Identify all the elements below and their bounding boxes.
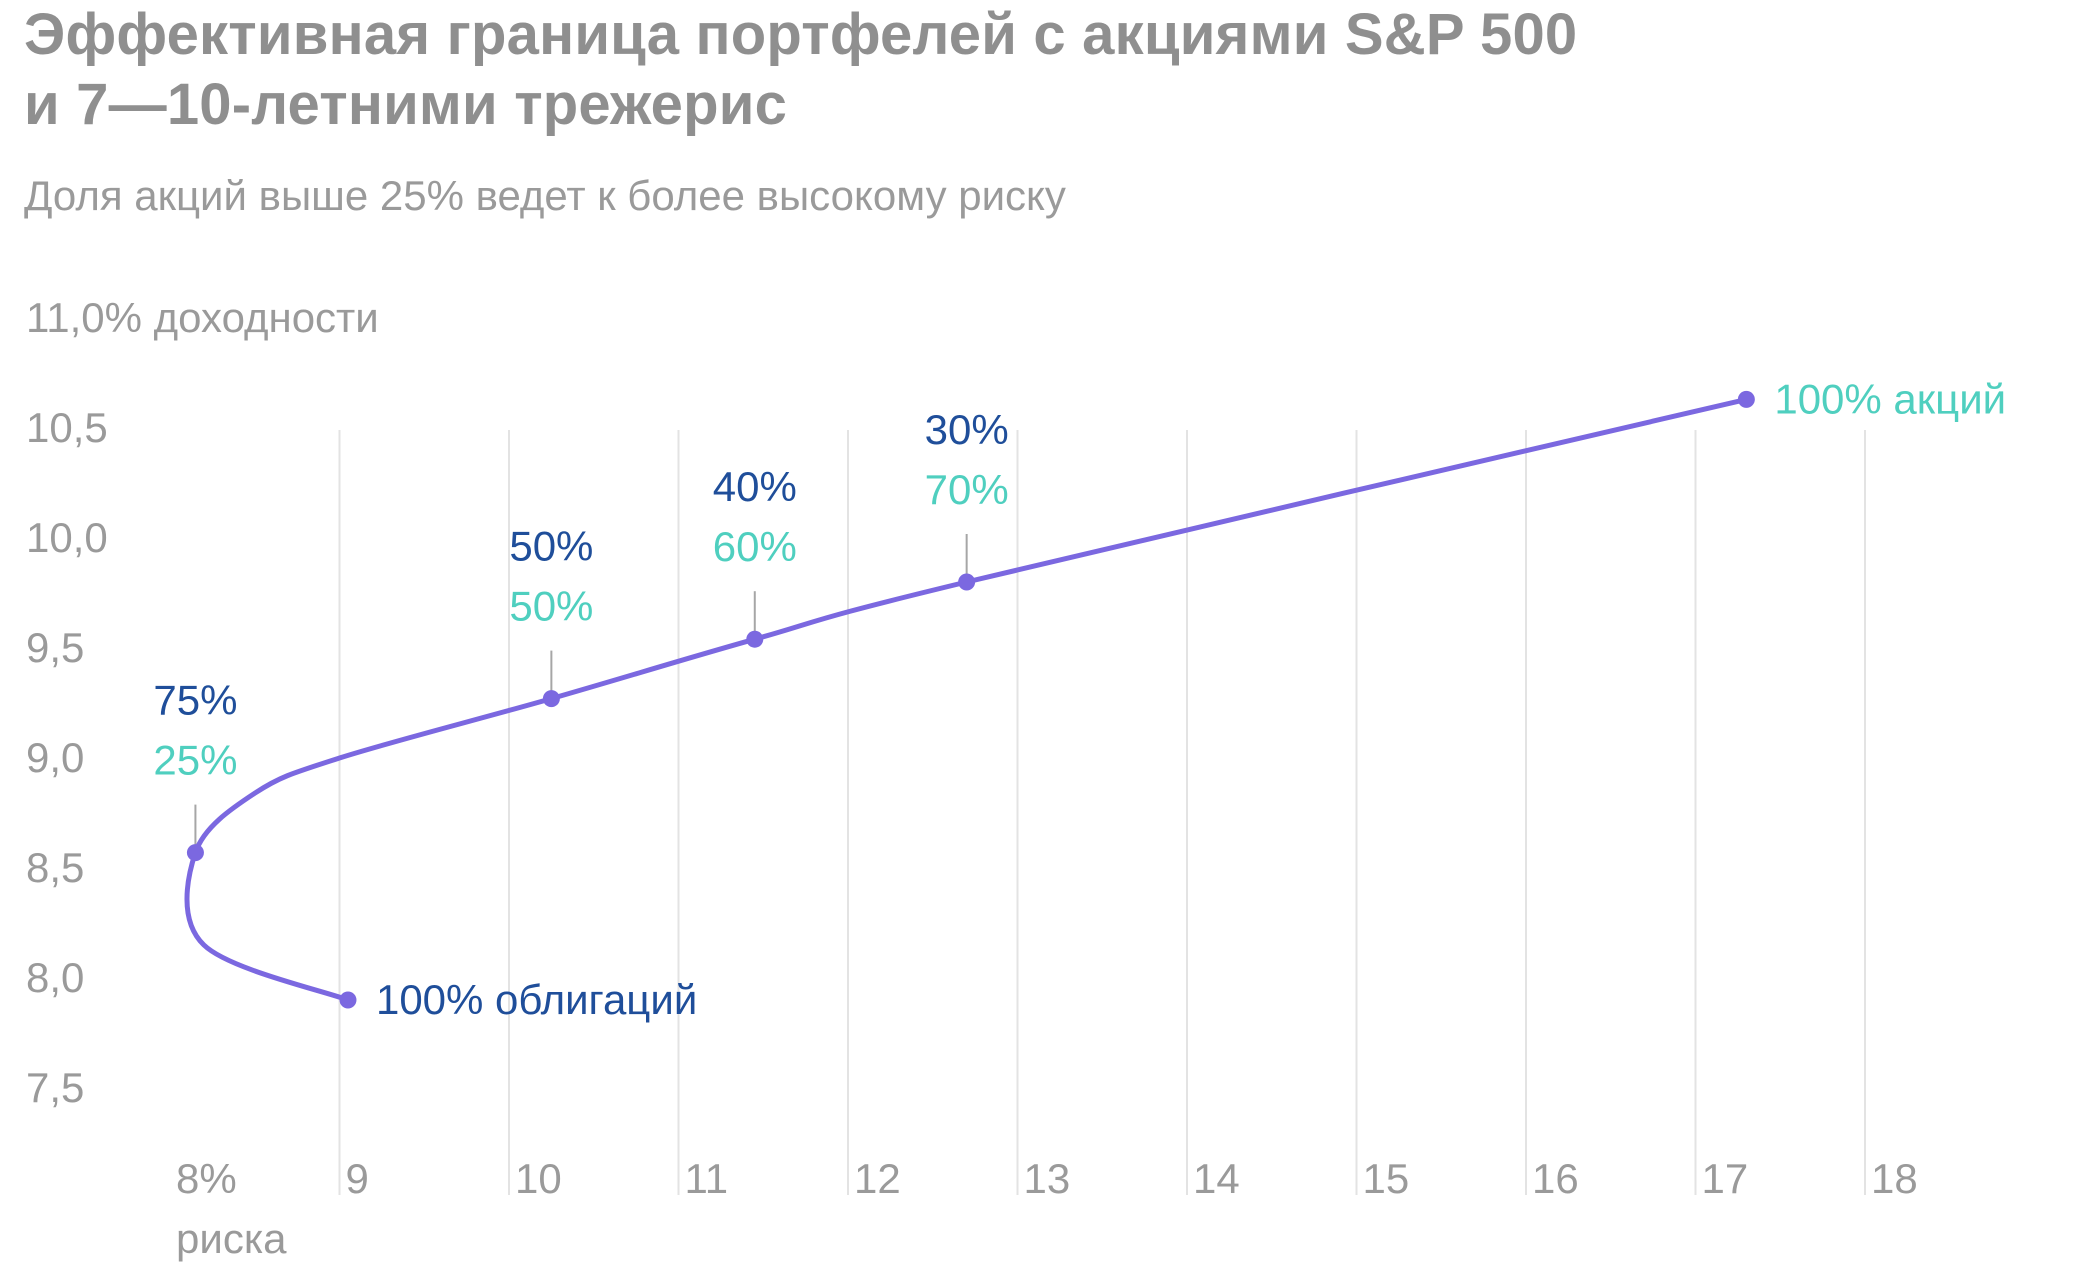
x-tick-label: 11	[685, 1155, 729, 1202]
y-tick-label: 11,0% доходности	[26, 294, 379, 341]
x-axis-title: риска	[176, 1215, 287, 1262]
bonds-share-label: 30%	[925, 406, 1009, 453]
y-tick-label: 10,0	[26, 514, 108, 561]
stocks-share-label: 60%	[713, 523, 797, 570]
bonds-share-label: 50%	[509, 523, 593, 570]
chart-title-line-2: и 7—10-летними трежерис	[24, 72, 788, 137]
x-tick-label: 10	[515, 1155, 562, 1202]
portfolio-marker	[958, 573, 976, 591]
x-tick-label: 16	[1532, 1155, 1579, 1202]
y-tick-label: 9,0	[26, 734, 84, 781]
x-tick-label: 18	[1871, 1155, 1918, 1202]
portfolio-marker	[339, 991, 357, 1009]
y-tick-label: 8,5	[26, 844, 84, 891]
y-tick-label: 10,5	[26, 404, 108, 451]
x-tick-label: 15	[1363, 1155, 1410, 1202]
y-tick-label: 8,0	[26, 954, 84, 1001]
x-tick-label: 13	[1024, 1155, 1071, 1202]
x-tick-label: 9	[346, 1155, 369, 1202]
leader-layer	[194, 534, 968, 847]
chart-title-line-1: Эффективная граница портфелей с акциями …	[24, 2, 1578, 67]
x-tick-label: 14	[1193, 1155, 1240, 1202]
x-tick-label: 8%	[176, 1155, 237, 1202]
chart-subtitle: Доля акций выше 25% ведет к более высоко…	[24, 172, 1066, 219]
stocks-share-label: 25%	[153, 737, 237, 784]
bonds-share-label: 75%	[153, 677, 237, 724]
x-tick-label: 17	[1702, 1155, 1749, 1202]
portfolio-marker	[1737, 390, 1755, 408]
x-tick-label: 12	[854, 1155, 901, 1202]
y-tick-label: 9,5	[26, 624, 84, 671]
endpoint-label: 100% акций	[1774, 375, 2006, 422]
stocks-share-label: 70%	[925, 466, 1009, 513]
stocks-share-label: 50%	[509, 583, 593, 630]
bonds-share-label: 40%	[713, 463, 797, 510]
label-layer: 100% облигаций 25% 75% 50% 50% 60% 40% 70% 30% 10…	[153, 375, 2006, 1023]
portfolio-marker	[542, 690, 560, 708]
endpoint-label: 100% облигаций	[376, 976, 697, 1023]
y-tick-label: 7,5	[26, 1064, 84, 1111]
marker-layer	[186, 390, 1755, 1009]
grid-layer: 8% 9 10 11 12 13 14 15 16 17 18 риска 11,0% доходнос…	[26, 294, 1918, 1262]
portfolio-marker	[746, 630, 764, 648]
portfolio-marker	[186, 844, 204, 862]
chart-title: Эффективная граница портфелей с акциями …	[24, 0, 1924, 140]
